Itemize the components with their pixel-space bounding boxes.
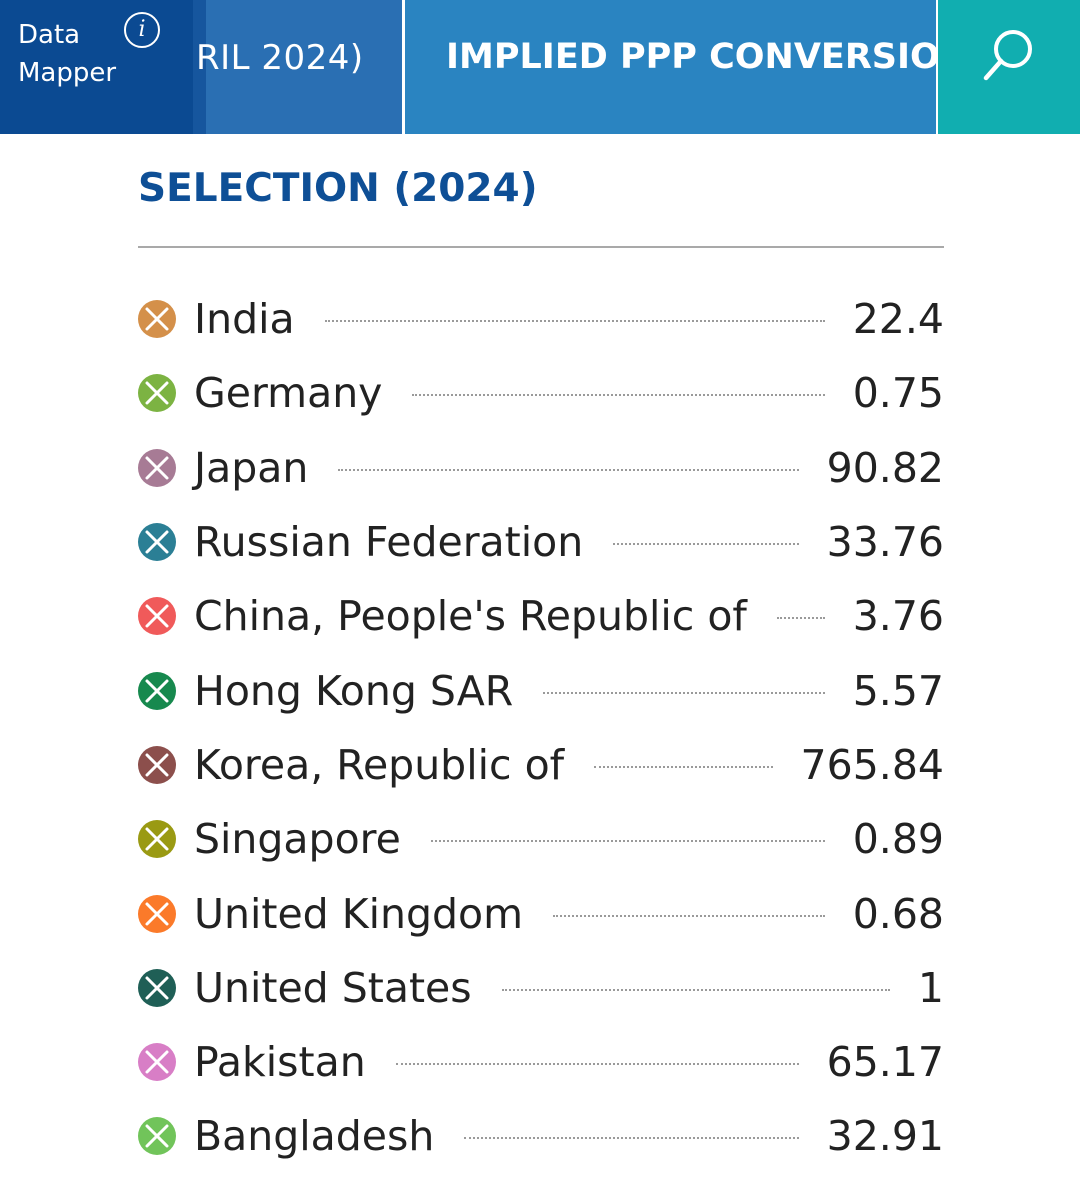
dotted-leader	[594, 765, 773, 768]
tab-previous-label: RIL 2024)	[196, 38, 364, 78]
dotted-leader	[464, 1137, 799, 1140]
tab-previous-indicator[interactable]: RIL 2024)	[193, 0, 402, 134]
dotted-leader	[395, 1063, 799, 1066]
country-value: 0.89	[852, 815, 944, 864]
tab-divider-shadow	[193, 0, 206, 134]
remove-x-icon	[145, 1124, 169, 1148]
data-mapper-brand[interactable]: Data Mapper i	[0, 0, 193, 134]
country-name: China, People's Republic of	[194, 592, 747, 641]
country-name: Hong Kong SAR	[194, 666, 514, 715]
list-item: Singapore 0.89	[138, 802, 944, 876]
country-value: 5.57	[852, 666, 944, 715]
country-name: Pakistan	[194, 1038, 366, 1087]
country-value: 22.4	[852, 295, 944, 344]
remove-x-icon	[145, 679, 169, 703]
country-name: India	[194, 295, 295, 344]
remove-x-icon	[145, 827, 169, 851]
country-value: 765.84	[800, 740, 944, 789]
remove-country-button[interactable]	[138, 597, 176, 636]
list-item: Japan 90.82	[138, 431, 944, 505]
country-name: Korea, Republic of	[194, 740, 565, 789]
remove-x-icon	[145, 307, 169, 331]
dotted-leader	[430, 840, 825, 843]
remove-country-button[interactable]	[138, 968, 176, 1007]
remove-country-button[interactable]	[138, 1043, 176, 1082]
list-item: China, People's Republic of 3.76	[138, 579, 944, 653]
dotted-leader	[338, 468, 799, 471]
remove-country-button[interactable]	[138, 1117, 176, 1156]
dotted-leader	[324, 320, 825, 323]
country-name: Singapore	[194, 815, 401, 864]
section-title: SELECTION (2024)	[138, 166, 538, 211]
remove-country-button[interactable]	[138, 374, 176, 413]
dotted-leader	[613, 543, 799, 546]
country-name: Bangladesh	[194, 1112, 435, 1161]
country-value: 32.91	[826, 1112, 944, 1161]
list-item: United Kingdom 0.68	[138, 876, 944, 950]
search-icon	[983, 30, 1032, 81]
tab-divider	[402, 0, 405, 134]
remove-x-icon	[145, 976, 169, 1000]
brand-title: Data Mapper	[18, 16, 116, 92]
list-item: Russian Federation 33.76	[138, 505, 944, 579]
remove-country-button[interactable]	[138, 671, 176, 710]
selection-list: India 22.4 Germany 0.75 Japan 90.82 Russian Fe…	[138, 282, 944, 1174]
remove-x-icon	[145, 902, 169, 926]
list-item: United States 1	[138, 951, 944, 1025]
tab-implied-ppp-conversion[interactable]: IMPLIED PPP CONVERSION RATE	[405, 0, 936, 134]
dotted-leader	[553, 914, 825, 917]
list-item: Hong Kong SAR 5.57	[138, 653, 944, 727]
brand-line-2: Mapper	[18, 58, 117, 88]
remove-country-button[interactable]	[138, 894, 176, 933]
dotted-leader	[412, 394, 825, 397]
remove-country-button[interactable]	[138, 523, 176, 562]
remove-x-icon	[145, 1050, 169, 1074]
list-item: Bangladesh 32.91	[138, 1099, 944, 1173]
country-value: 33.76	[826, 518, 944, 567]
country-value: 0.75	[852, 369, 944, 418]
list-item: Korea, Republic of 765.84	[138, 728, 944, 802]
remove-x-icon	[145, 530, 169, 554]
list-item: India 22.4	[138, 282, 944, 356]
list-item: Germany 0.75	[138, 356, 944, 430]
tab-divider	[936, 0, 938, 134]
remove-country-button[interactable]	[138, 300, 176, 339]
remove-country-button[interactable]	[138, 820, 176, 859]
dotted-leader	[501, 988, 890, 991]
dotted-leader	[543, 691, 825, 694]
info-icon[interactable]: i	[124, 12, 160, 48]
remove-x-icon	[145, 604, 169, 628]
remove-country-button[interactable]	[138, 745, 176, 784]
search-button[interactable]	[938, 0, 1080, 134]
country-value: 1	[917, 963, 944, 1012]
section-divider	[138, 246, 944, 248]
country-name: Russian Federation	[194, 518, 584, 567]
country-value: 0.68	[852, 889, 944, 938]
country-value: 65.17	[826, 1038, 944, 1087]
country-name: Germany	[194, 369, 383, 418]
dotted-leader	[776, 617, 825, 620]
remove-x-icon	[145, 753, 169, 777]
country-name: United Kingdom	[194, 889, 524, 938]
brand-line-1: Data	[18, 20, 81, 50]
country-name: United States	[194, 963, 472, 1012]
remove-country-button[interactable]	[138, 448, 176, 487]
country-value: 90.82	[826, 443, 944, 492]
top-bar: Data Mapper i RIL 2024) IMPLIED PPP CONV…	[0, 0, 1080, 134]
country-value: 3.76	[852, 592, 944, 641]
remove-x-icon	[145, 381, 169, 405]
tab-active-label: IMPLIED PPP CONVERSION RATE	[446, 37, 936, 77]
list-item: Pakistan 65.17	[138, 1025, 944, 1099]
remove-x-icon	[145, 456, 169, 480]
country-name: Japan	[194, 443, 309, 492]
